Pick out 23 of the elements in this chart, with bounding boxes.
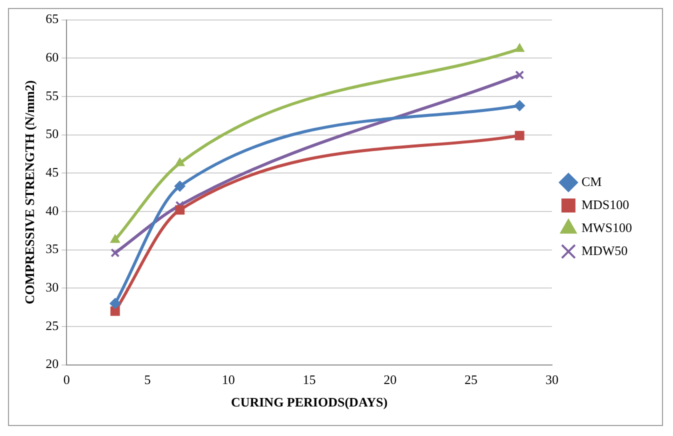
- x-tick-label: 20: [384, 372, 397, 388]
- y-tick-label: 50: [46, 126, 59, 142]
- y-tick-label: 30: [46, 280, 59, 295]
- y-tick-label: 20: [46, 356, 59, 372]
- y-tick-label: 40: [46, 202, 59, 218]
- y-tick-label: 45: [46, 164, 59, 180]
- x-axis-title: CURING PERIODS(DAYS): [230, 394, 388, 410]
- x-tick-label: 25: [464, 372, 478, 388]
- legend-label: MDS100: [581, 196, 630, 212]
- x-tick-label: 10: [222, 372, 235, 388]
- y-tick-label: 35: [46, 241, 59, 256]
- y-tick-label: 55: [46, 88, 59, 103]
- legend-label: MDW50: [581, 242, 628, 258]
- legend-label: MWS100: [581, 220, 632, 235]
- y-tick-label: 65: [46, 11, 59, 26]
- x-tick-label: 15: [302, 372, 316, 388]
- y-tick-label: 60: [46, 50, 59, 65]
- x-tick-label: 30: [545, 372, 558, 388]
- x-tick-label: 5: [144, 372, 151, 388]
- y-axis-title: COMPRESSIVE STRENGTH (N/mm2): [22, 80, 38, 304]
- legend-label: CM: [581, 174, 602, 189]
- x-tick-label: 0: [63, 372, 70, 388]
- y-tick-label: 25: [46, 318, 59, 333]
